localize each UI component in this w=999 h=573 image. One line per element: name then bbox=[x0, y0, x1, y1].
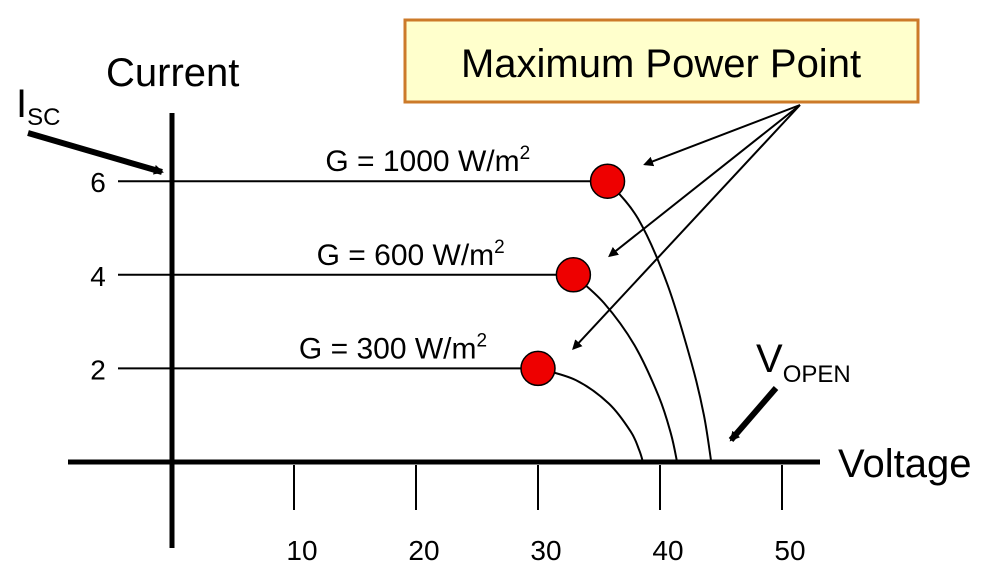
isc-arrow bbox=[27, 130, 164, 175]
vopen-sub: OPEN bbox=[783, 361, 851, 388]
series-label-2: G = 300 W/m2 bbox=[299, 330, 487, 365]
x-tick-label-20: 20 bbox=[408, 535, 439, 566]
series-labels: G = 1000 W/m2 G = 600 W/m2 G = 300 W/m2 bbox=[299, 143, 530, 365]
mpp-label: Maximum Power Point bbox=[461, 42, 861, 86]
y-tick-label-4: 4 bbox=[90, 261, 106, 292]
mpp-point-0 bbox=[589, 163, 626, 199]
iv-curve-1 bbox=[172, 273, 679, 463]
mpp-point-1 bbox=[555, 257, 592, 293]
mpp-arrow-2 bbox=[572, 104, 801, 351]
iv-curve-2 bbox=[172, 367, 644, 463]
mpp-points bbox=[520, 163, 626, 387]
mpp-point-2 bbox=[520, 350, 556, 387]
isc-main: I bbox=[16, 82, 27, 126]
iv-curve-0 bbox=[172, 180, 713, 463]
ticks: 10 20 30 40 50 2 4 6 bbox=[90, 167, 805, 566]
isc-sub: SC bbox=[27, 104, 60, 131]
vopen-main: V bbox=[756, 337, 783, 381]
series-label-1: G = 600 W/m2 bbox=[317, 237, 505, 272]
mpp-arrow-1 bbox=[608, 104, 801, 258]
y-axis-label: Current bbox=[106, 51, 239, 95]
x-tick-label-10: 10 bbox=[286, 535, 317, 566]
y-tick-label-2: 2 bbox=[90, 354, 106, 385]
x-tick-label-40: 40 bbox=[652, 535, 683, 566]
mpp-arrows bbox=[572, 104, 801, 351]
curves bbox=[172, 180, 713, 463]
vopen-label: VOPEN bbox=[756, 337, 851, 388]
vopen-arrow bbox=[728, 386, 779, 442]
x-tick-label-30: 30 bbox=[530, 535, 561, 566]
mpp-label-box bbox=[403, 18, 920, 104]
y-tick-label-6: 6 bbox=[90, 167, 106, 198]
mpp-arrow-0 bbox=[643, 104, 801, 167]
series-label-0: G = 1000 W/m2 bbox=[325, 143, 530, 178]
x-axis-label: Voltage bbox=[838, 442, 971, 486]
isc-label: ISC bbox=[16, 82, 60, 131]
x-tick-label-50: 50 bbox=[774, 535, 805, 566]
